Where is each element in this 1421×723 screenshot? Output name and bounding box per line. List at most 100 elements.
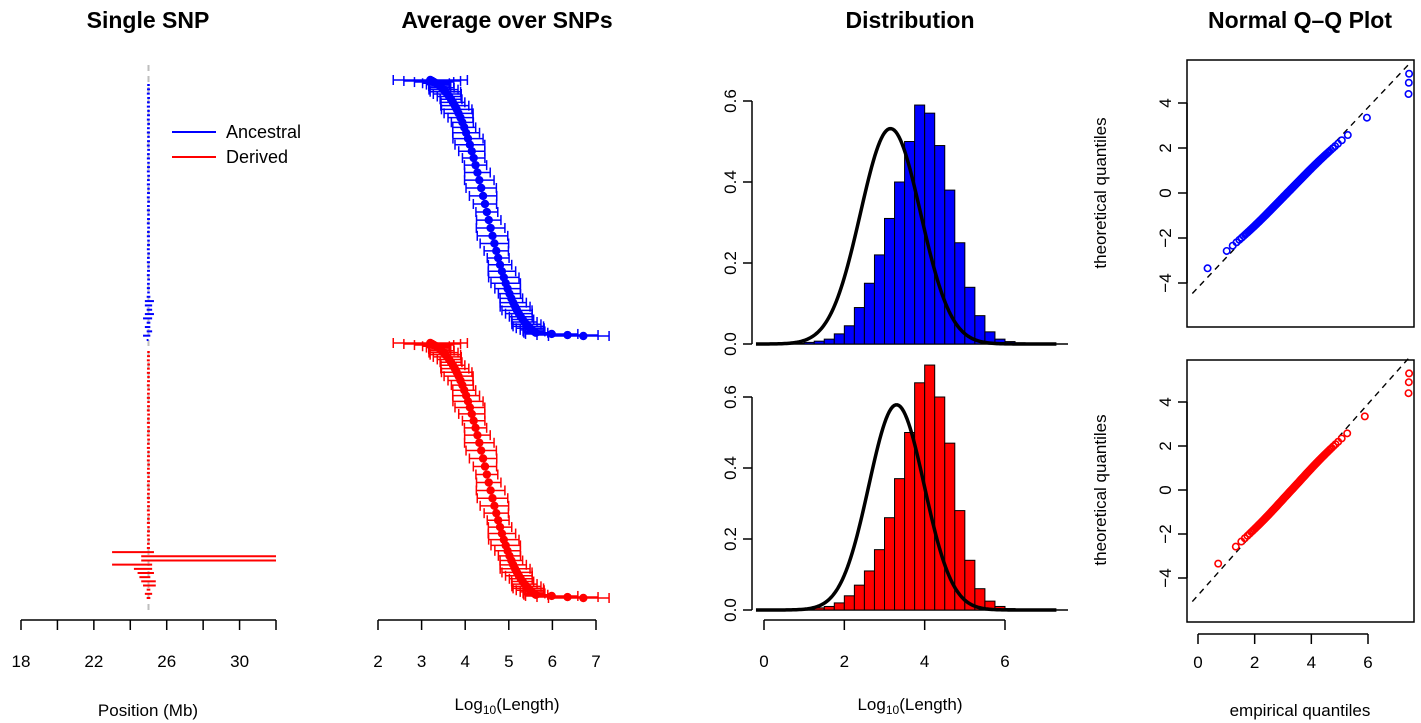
ancestral-point (490, 239, 499, 248)
derived-point (484, 478, 493, 487)
ancestral-bar (884, 217, 896, 345)
derived-bar (904, 432, 916, 611)
ancestral-y-tick-label: 4 (1156, 98, 1175, 107)
legend-derived-label: Derived (226, 147, 288, 167)
derived-bar (843, 595, 855, 611)
ancestral-point (480, 199, 490, 209)
derived-point (467, 409, 476, 419)
title-qq: Normal Q–Q Plot (1208, 7, 1392, 33)
derived-qq-point (1343, 429, 1352, 438)
ancestral-density-curve (755, 126, 1057, 346)
ancestral-bar (833, 333, 845, 345)
derived-qq-point (1231, 542, 1240, 551)
ancestral-y-tick-label: −2 (1156, 228, 1175, 247)
derived-point (473, 430, 482, 440)
average-x-tick-label: 3 (417, 652, 426, 671)
qq-x-tick-label: 6 (1363, 653, 1372, 672)
ancestral-point (469, 153, 478, 163)
ancestral-point (478, 191, 488, 201)
ancestral-bar (894, 181, 906, 345)
derived-point (488, 494, 497, 503)
average-x-tick-label: 7 (591, 652, 600, 671)
ancestral-point (473, 168, 482, 177)
ancestral-point (482, 207, 492, 217)
derived-qq-point (1360, 412, 1369, 421)
ancestral-point (579, 331, 588, 341)
derived-y-tick-label: 0.4 (721, 456, 740, 480)
distribution-x-tick-label: 0 (759, 652, 768, 671)
average-x-tick-label: 6 (548, 652, 557, 671)
ancestral-y-tick-label: 2 (1156, 143, 1175, 152)
derived-point (480, 462, 490, 471)
ancestral-point (476, 183, 486, 193)
derived-y-tick-label: 2 (1156, 441, 1175, 450)
panel-distribution: 0 2 4 6 0.0 0.2 0.4 0.6 0.0 0.2 0.4 0.6 (721, 89, 1068, 671)
derived-point (490, 501, 499, 511)
ancestral-y-tick-label: 0.4 (721, 170, 740, 194)
single-snp-x-tick-label: 26 (157, 652, 176, 671)
derived-bar (833, 602, 845, 611)
derived-point (469, 416, 478, 425)
derived-point (563, 592, 572, 602)
distribution-x-tick-label: 2 (840, 652, 849, 671)
ancestral-point (486, 223, 495, 233)
average-x-tick-label: 5 (504, 652, 513, 671)
single-snp-x-tick-label: 18 (12, 652, 31, 671)
derived-bar (934, 396, 946, 611)
ancestral-bar (853, 307, 865, 345)
derived-point (476, 446, 486, 455)
derived-y-tick-label: −4 (1156, 568, 1175, 587)
ancestral-bar (974, 315, 986, 345)
ancestral-bar (843, 325, 855, 345)
xlabel-single-snp: Position (Mb) (98, 701, 198, 720)
ancestral-qq-point (1405, 69, 1414, 78)
qq-x-tick-label: 4 (1307, 653, 1316, 672)
derived-point (495, 522, 505, 532)
distribution-x-tick-label: 6 (1000, 652, 1009, 671)
derived-point (478, 454, 488, 463)
ancestral-qq-point (1343, 131, 1352, 140)
ancestral-point (475, 175, 484, 185)
ancestral-qq-point (1337, 136, 1346, 145)
ancestral-y-tick-label: 0 (1156, 188, 1175, 197)
derived-bar (914, 382, 926, 611)
legend: Ancestral Derived (172, 122, 301, 167)
ancestral-qq-point (1222, 246, 1231, 255)
ancestral-point (484, 215, 493, 225)
derived-y-tick-label: 0 (1156, 485, 1175, 494)
ancestral-qq-point (1404, 90, 1413, 99)
legend-ancestral-label: Ancestral (226, 122, 301, 142)
derived-y-tick-label: 0.2 (721, 527, 740, 551)
panel-average: 2 3 4 5 6 7 (373, 75, 610, 671)
ancestral-point (465, 140, 475, 149)
ancestral-y-tick-label: 0.0 (721, 332, 740, 356)
derived-point (493, 516, 503, 525)
derived-bar (873, 549, 885, 611)
ancestral-bar (803, 341, 815, 345)
derived-bar (863, 570, 875, 611)
derived-bar (974, 588, 986, 611)
derived-bar (894, 478, 906, 611)
ancestral-qq-point (1203, 264, 1212, 273)
qq-x-tick-label: 2 (1250, 653, 1259, 672)
ancestral-frame (1186, 59, 1415, 328)
ancestral-qq-point (1404, 78, 1413, 87)
derived-bar (823, 605, 835, 611)
panel-single-snp: 18 22 26 30 (12, 65, 277, 671)
derived-density-curve (755, 403, 1057, 612)
derived-point (492, 508, 501, 518)
ancestral-qq-point (1362, 113, 1371, 122)
xlabel-distribution: Log10(Length) (857, 695, 962, 717)
ancestral-point (563, 330, 572, 340)
derived-bar (853, 584, 865, 611)
derived-point (486, 486, 495, 495)
average-x-tick-label: 4 (460, 652, 469, 671)
derived-qq-point (1405, 369, 1414, 378)
ancestral-bar (863, 282, 875, 345)
derived-qq-point (1404, 389, 1413, 398)
derived-bar (964, 559, 976, 611)
ancestral-point (488, 231, 497, 241)
derived-frame (1186, 359, 1415, 623)
title-single-snp: Single SNP (87, 7, 210, 33)
panel-qq: 0 2 4 6 −4 −2 0 2 4 −4 −2 0 2 4 (1156, 59, 1415, 672)
